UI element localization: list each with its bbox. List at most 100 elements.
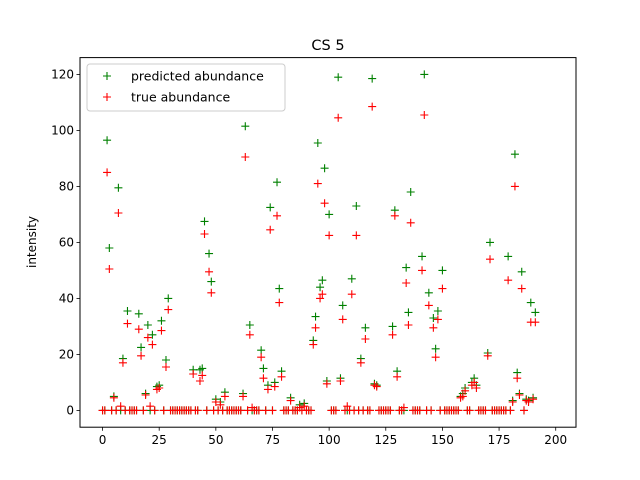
legend-marker — [103, 93, 111, 101]
data-point — [420, 70, 429, 79]
data-point — [325, 210, 334, 219]
data-point — [372, 382, 381, 391]
y-tick-label: 100 — [51, 123, 74, 137]
data-point — [103, 136, 112, 145]
data-point — [146, 402, 155, 411]
data-point — [307, 406, 316, 415]
data-point — [404, 308, 413, 317]
data-point — [524, 398, 533, 406]
data-point — [515, 391, 524, 399]
data-point — [200, 230, 209, 238]
data-point — [338, 315, 347, 324]
data-point — [506, 406, 515, 415]
data-point — [200, 217, 209, 226]
data-point — [486, 255, 495, 264]
data-point — [273, 211, 282, 220]
y-tick-label: 0 — [66, 403, 74, 417]
data-point — [513, 374, 522, 383]
data-point — [161, 363, 170, 371]
data-point — [470, 378, 479, 387]
data-point — [438, 266, 447, 275]
x-tick-label: 175 — [488, 433, 511, 447]
data-point — [531, 308, 540, 317]
data-point — [159, 406, 168, 415]
data-point — [137, 351, 146, 360]
data-point — [334, 113, 343, 122]
data-point — [139, 406, 148, 415]
data-point — [352, 231, 361, 240]
data-point — [418, 266, 427, 275]
data-point — [116, 402, 125, 411]
data-point — [519, 406, 528, 415]
data-point — [216, 400, 225, 409]
data-point — [123, 307, 132, 315]
data-point — [254, 406, 263, 415]
data-point — [361, 323, 370, 332]
data-point — [220, 392, 229, 401]
data-point — [517, 284, 526, 293]
data-point — [311, 323, 320, 332]
data-point — [241, 122, 250, 131]
data-point — [161, 356, 170, 364]
y-tick-label: 60 — [59, 235, 74, 249]
data-point — [404, 321, 413, 329]
data-point — [243, 406, 252, 415]
data-point — [343, 402, 352, 411]
data-point — [531, 318, 540, 327]
data-point — [361, 335, 370, 343]
data-point — [277, 372, 286, 381]
data-point — [334, 73, 343, 82]
data-point — [257, 353, 266, 362]
data-point — [109, 393, 118, 402]
legend-label: predicted abundance — [131, 69, 264, 84]
y-tick-label: 120 — [51, 67, 74, 81]
data-point — [257, 346, 266, 355]
data-point — [103, 168, 112, 177]
y-tick-label: 80 — [59, 179, 74, 193]
x-tick-label: 200 — [544, 433, 567, 447]
data-point — [331, 406, 340, 415]
data-point — [236, 406, 245, 415]
data-point — [132, 406, 141, 415]
data-point — [415, 406, 424, 415]
data-point — [266, 225, 275, 234]
data-point — [100, 406, 109, 415]
data-point — [134, 325, 143, 334]
data-point — [481, 406, 490, 415]
data-point — [275, 298, 284, 307]
data-point — [205, 249, 214, 258]
data-point — [211, 398, 220, 406]
data-point — [325, 231, 334, 240]
data-point — [318, 290, 327, 299]
data-point — [164, 294, 173, 303]
data-point — [263, 385, 272, 394]
data-point — [259, 364, 268, 373]
data-point — [205, 267, 214, 276]
data-point — [286, 396, 295, 405]
x-tick-label: 25 — [152, 433, 167, 447]
data-point — [141, 391, 150, 399]
data-point — [105, 265, 114, 273]
data-point — [207, 277, 216, 286]
data-point — [388, 330, 397, 339]
data-point — [508, 398, 517, 406]
data-point — [390, 211, 399, 220]
data-point — [157, 316, 166, 325]
data-point — [241, 153, 250, 161]
y-axis-label: intensity — [25, 216, 39, 268]
x-tick-label: 125 — [374, 433, 397, 447]
data-point — [431, 344, 440, 353]
data-point — [270, 382, 279, 391]
data-point — [261, 406, 270, 415]
data-point — [461, 386, 470, 395]
data-point — [368, 102, 377, 111]
data-point — [309, 340, 318, 349]
data-point — [320, 199, 329, 208]
data-point — [420, 111, 429, 119]
x-tick-label: 50 — [208, 433, 223, 447]
data-point — [189, 370, 198, 378]
data-point — [148, 330, 157, 339]
data-point — [318, 276, 327, 285]
y-tick-label: 20 — [59, 347, 74, 361]
y-axis: 0 20 40 60 80 100 120 — [51, 67, 80, 417]
